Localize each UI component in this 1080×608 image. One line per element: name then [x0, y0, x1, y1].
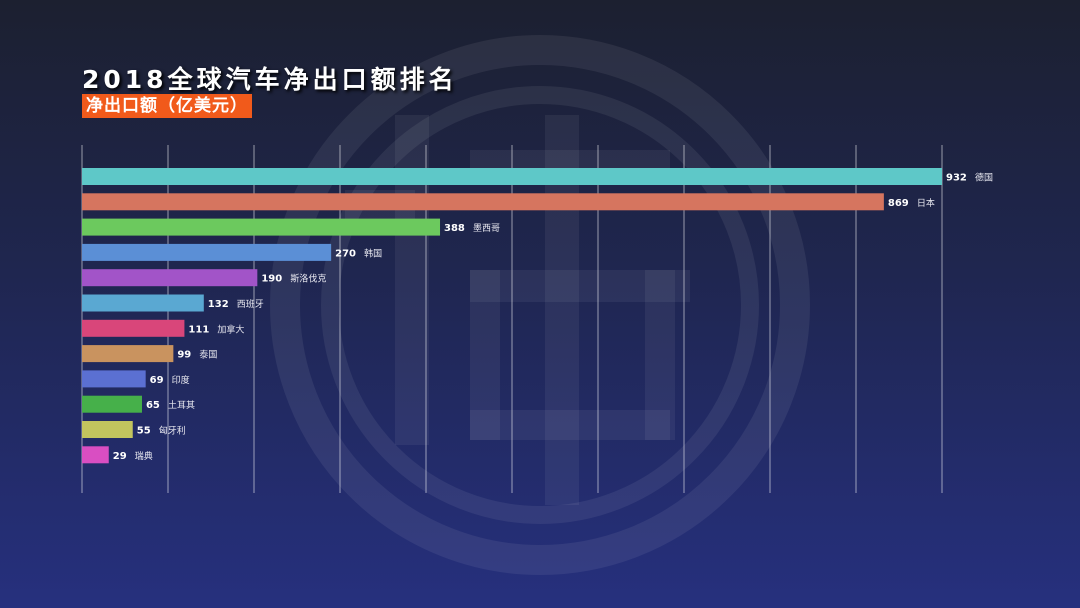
bar-category-label: 德国	[975, 172, 993, 184]
bar-3	[82, 243, 332, 261]
bar-category-label: 日本	[917, 197, 935, 209]
bar-value-label: 388	[444, 223, 465, 234]
bar-4	[82, 269, 258, 287]
bar-2	[82, 218, 441, 236]
bar-value-label: 29	[113, 451, 127, 462]
bar-8	[82, 370, 146, 388]
bar-9	[82, 395, 142, 413]
bar-value-label: 55	[137, 426, 151, 437]
bar-0	[82, 168, 942, 185]
bar-category-label: 匈牙利	[159, 425, 186, 437]
bar-value-label: 69	[150, 375, 164, 386]
bar-category-label: 印度	[172, 374, 190, 386]
bar-category-label: 墨西哥	[473, 223, 500, 234]
bars: 932 德国 869 日本 388 墨西哥 270 韩国 190 斯洛伐克 132 西班牙 111 加拿大…	[82, 168, 993, 464]
bar-5	[82, 294, 204, 312]
bar-category-label: 土耳其	[168, 399, 195, 411]
bar-value-label: 869	[888, 198, 909, 209]
bar-6	[82, 319, 185, 337]
bar-7	[82, 345, 174, 363]
bar-category-label: 瑞典	[135, 450, 153, 462]
bar-category-label: 泰国	[199, 349, 217, 361]
chart-subtitle: 净出口额（亿美元）	[82, 94, 252, 118]
bar-value-label: 932	[946, 173, 967, 184]
bar-category-label: 西班牙	[237, 298, 264, 310]
bar-value-label: 190	[261, 274, 282, 285]
page-title: 2018全球汽车净出口额排名	[82, 65, 458, 94]
bar-value-label: 132	[208, 299, 229, 310]
bar-value-label: 270	[335, 248, 356, 259]
bar-value-label: 65	[146, 400, 160, 411]
bar-value-label: 99	[177, 350, 191, 361]
bar-category-label: 加拿大	[217, 323, 244, 335]
bar-category-label: 韩国	[364, 247, 382, 259]
bar-1	[82, 193, 884, 211]
bar-11	[82, 446, 109, 464]
bar-10	[82, 421, 133, 438]
bar-value-label: 111	[188, 324, 209, 335]
bar-category-label: 斯洛伐克	[290, 273, 326, 285]
